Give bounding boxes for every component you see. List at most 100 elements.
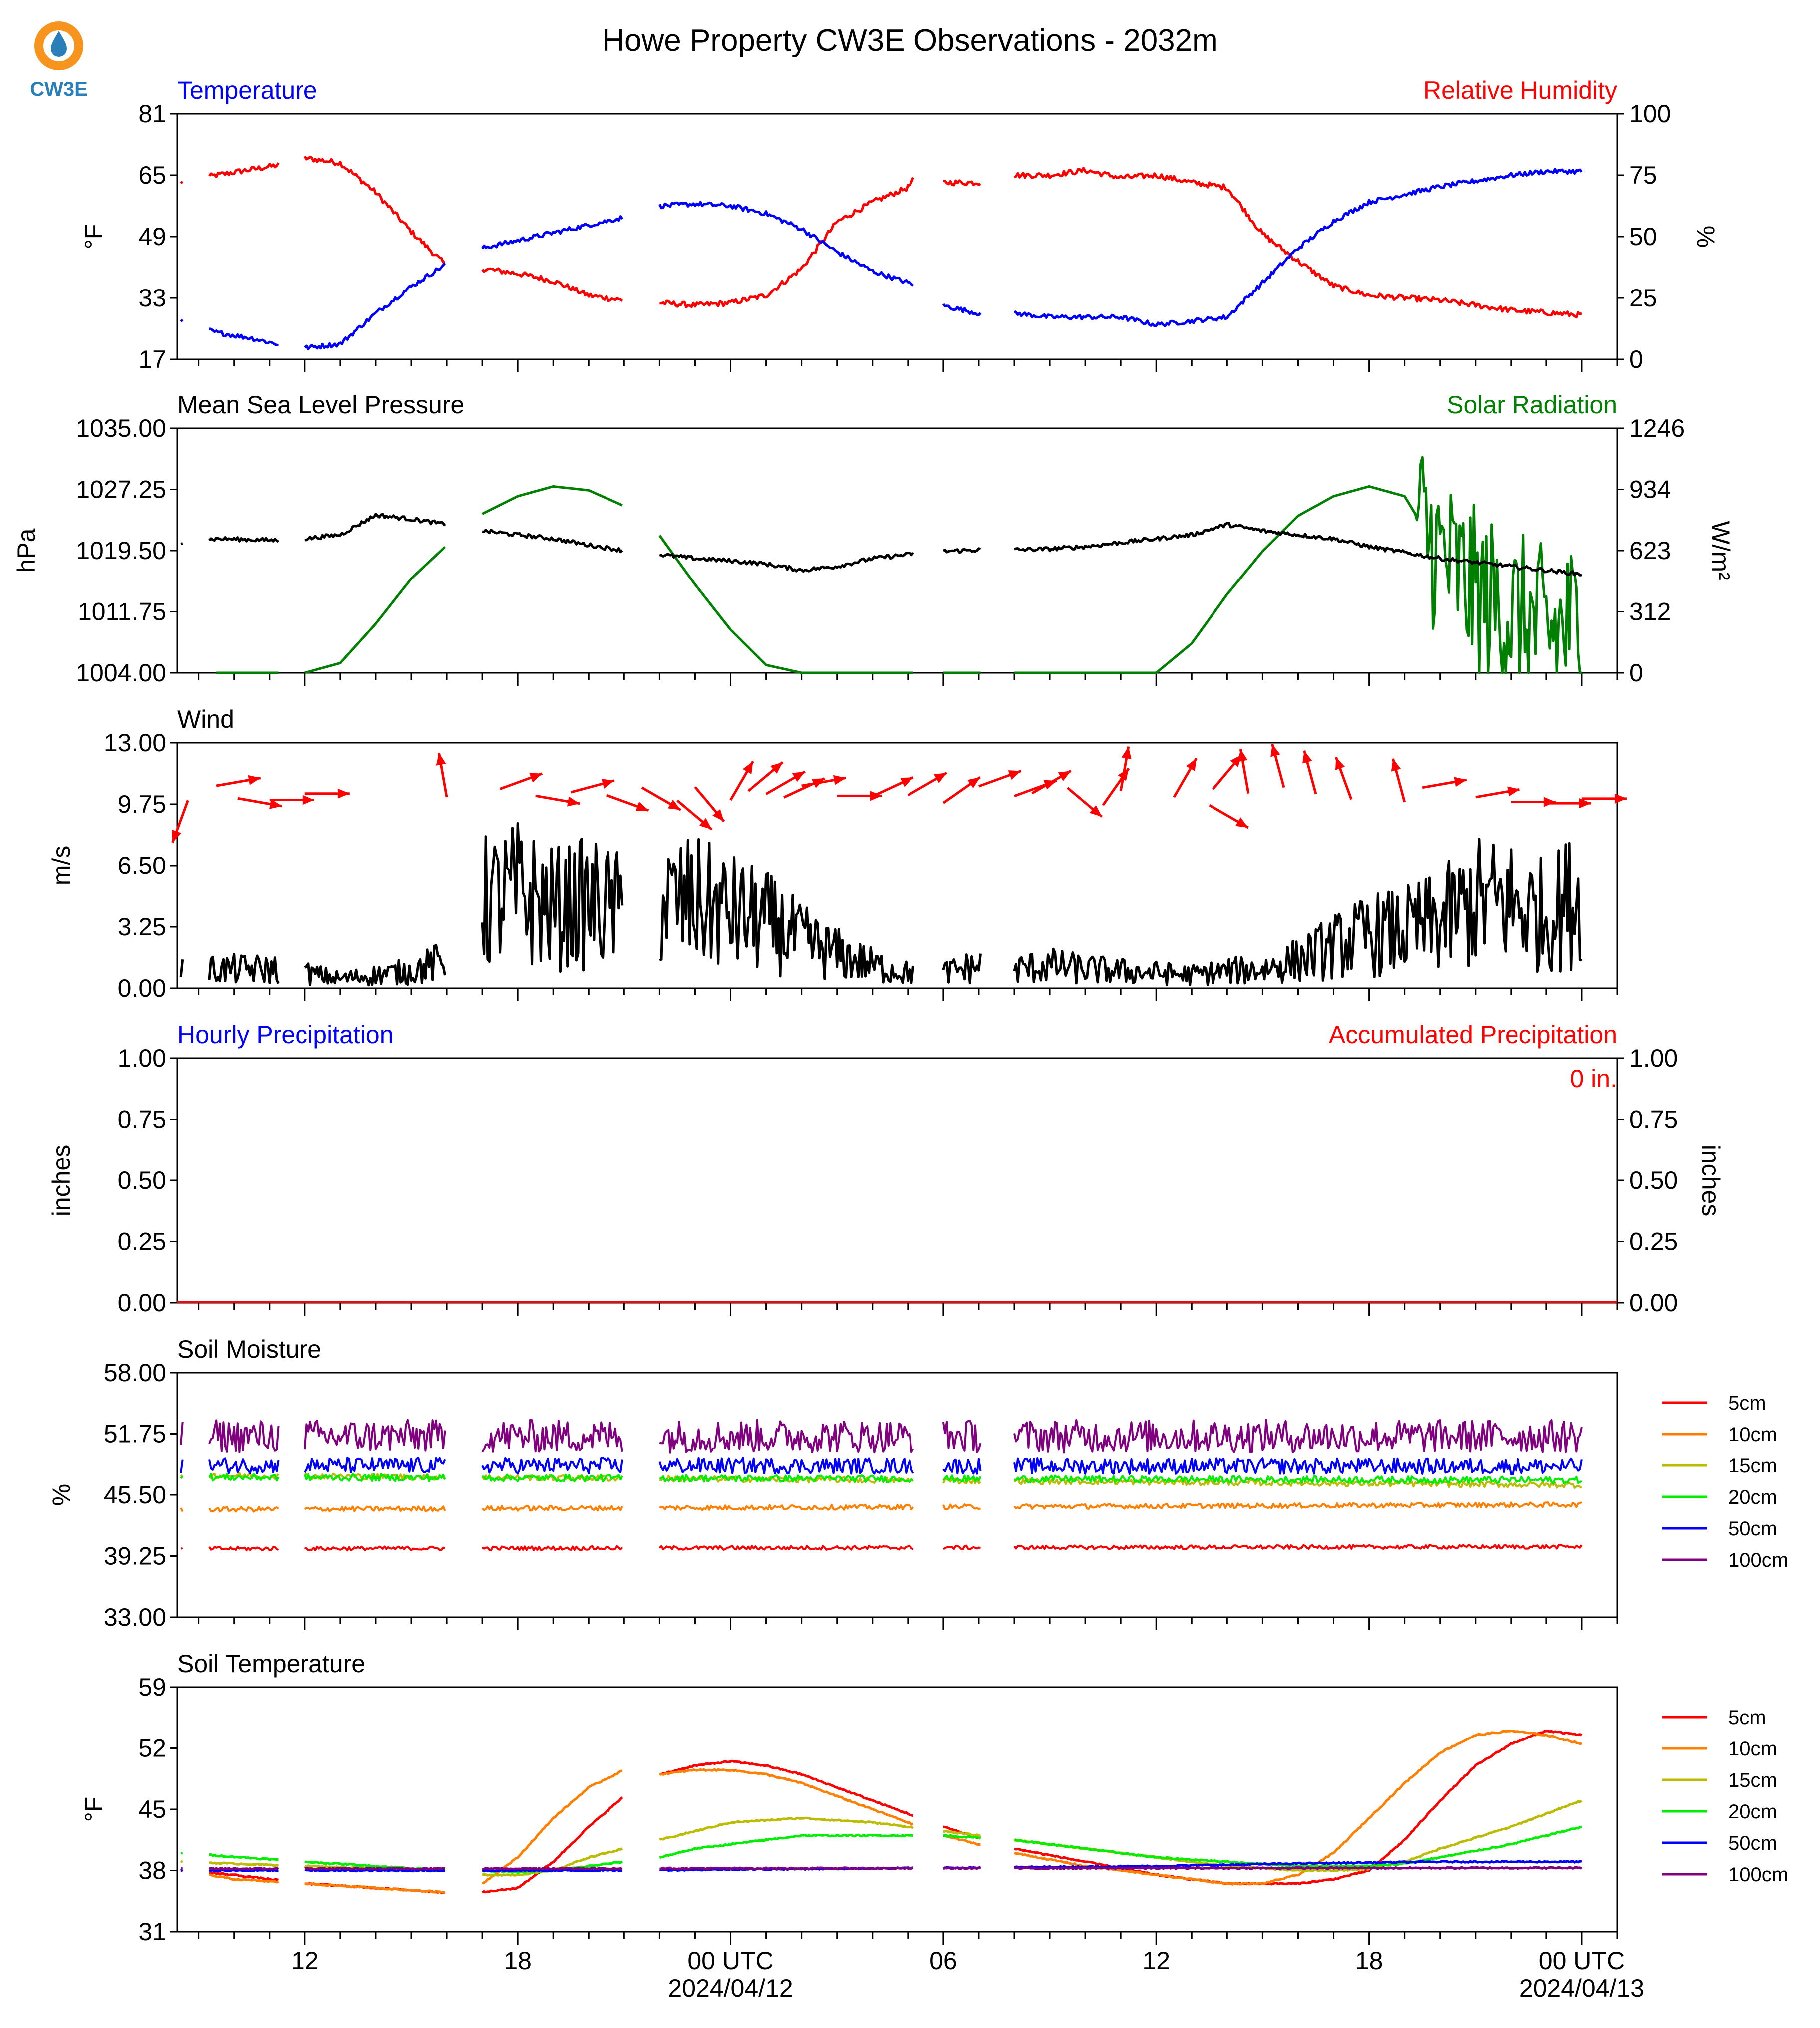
y2-tick-label: 50 xyxy=(1629,223,1657,251)
y-axis-label: inches xyxy=(47,1145,75,1217)
wind-arrow-head xyxy=(1121,746,1132,759)
wind-arrow-head xyxy=(1270,744,1280,757)
y-axis-label: % xyxy=(47,1484,75,1506)
date-label: 2024/04/13 xyxy=(1519,1974,1644,2002)
y2-tick-label: 0.75 xyxy=(1629,1106,1678,1134)
legend-label: 100cm xyxy=(1728,1549,1788,1571)
wind-arrow-head xyxy=(1302,750,1312,764)
plot-frame xyxy=(176,1057,1618,1304)
accumulated-precip-label: 0 in. xyxy=(1570,1065,1617,1093)
y2-tick-label: 0 xyxy=(1629,659,1643,687)
x-tick-label: 06 xyxy=(929,1947,957,1975)
wind-arrow-head xyxy=(337,788,350,799)
x-tick-label: 00 UTC xyxy=(687,1947,773,1975)
wind-arrow-head xyxy=(712,809,724,822)
y2-tick-label: 0.50 xyxy=(1629,1166,1678,1194)
water-drop-icon xyxy=(51,31,67,57)
panel-title-left: Soil Temperature xyxy=(177,1650,365,1678)
y2-tick-label: 100 xyxy=(1629,100,1671,128)
y-axis-label: °F xyxy=(80,1797,108,1822)
panel-soil_temp: 59 52 45 38 31 Soil Temperature °F xyxy=(80,1650,1618,1946)
legend-label: 20cm xyxy=(1728,1486,1777,1508)
y-tick-label: 9.75 xyxy=(118,790,166,818)
legend-label: 5cm xyxy=(1728,1707,1766,1729)
y2-axis-label: inches xyxy=(1697,1145,1725,1217)
wind-arrow-head xyxy=(792,771,805,782)
panel-title-right: Solar Radiation xyxy=(1447,391,1617,419)
wind-arrow-head xyxy=(1615,793,1627,804)
y-axis-label: m/s xyxy=(47,846,75,886)
legend-label: 10cm xyxy=(1728,1424,1777,1446)
y2-tick-label: 312 xyxy=(1629,598,1671,626)
x-tick-label: 18 xyxy=(1355,1947,1383,1975)
y-tick-label: 0.50 xyxy=(118,1166,166,1194)
soil-temp-100cm-line xyxy=(180,1866,1582,1871)
wind-arrow-head xyxy=(529,773,543,783)
y-tick-label: 0.75 xyxy=(118,1106,166,1134)
y-tick-label: 38 xyxy=(138,1857,166,1885)
panel-title-left: Soil Moisture xyxy=(177,1335,321,1363)
y-tick-label: 13.00 xyxy=(104,729,166,757)
y-tick-label: 1035.00 xyxy=(76,414,166,442)
legend-label: 15cm xyxy=(1728,1769,1777,1791)
soil-moisture-50cm-line xyxy=(180,1457,1583,1475)
y-tick-label: 0.00 xyxy=(118,974,166,1002)
y2-tick-label: 623 xyxy=(1629,537,1671,565)
pressure-line xyxy=(180,513,1582,577)
y-tick-label: 45.50 xyxy=(104,1481,166,1509)
y-axis-label: hPa xyxy=(12,528,40,573)
y2-tick-label: 0.00 xyxy=(1629,1289,1678,1317)
wind-arrow-head xyxy=(1507,786,1520,797)
wind-arrow-head xyxy=(1237,749,1248,762)
y2-axis-label: W/m² xyxy=(1707,521,1735,580)
wind-arrow-head xyxy=(1454,777,1467,787)
wind-arrow-head xyxy=(635,801,649,811)
x-tick-label: 18 xyxy=(504,1947,532,1975)
wind-arrow-head xyxy=(900,777,913,787)
y-tick-label: 33.00 xyxy=(104,1603,166,1631)
wind-arrow-head xyxy=(1391,758,1401,772)
y-axis-label: °F xyxy=(80,224,108,250)
panel-title-right: Relative Humidity xyxy=(1423,76,1617,104)
date-label: 2024/04/12 xyxy=(668,1974,793,2002)
panel-wind: 13.00 9.75 6.50 3.25 0.00 Wind m/s xyxy=(47,705,1618,1002)
panel-pressure_solar: 1035.00 1027.25 1019.50 1011.75 1004.00 1246 9… xyxy=(12,391,1735,687)
temperature-line xyxy=(180,168,1583,350)
legend-label: 10cm xyxy=(1728,1738,1777,1760)
y-tick-label: 51.75 xyxy=(104,1420,166,1448)
y-tick-label: 58.00 xyxy=(104,1359,166,1387)
y-tick-label: 45 xyxy=(138,1795,166,1823)
x-tick-label: 12 xyxy=(1142,1947,1170,1975)
wind-arrow-head xyxy=(934,773,947,783)
x-tick-label: 00 UTC xyxy=(1539,1947,1625,1975)
panels: 81 65 49 33 17 100 75 50 25 0 Temperature Relative … xyxy=(12,76,1788,2002)
wind-arrow-head xyxy=(567,796,580,807)
legend-label: 15cm xyxy=(1728,1455,1777,1477)
y2-tick-label: 25 xyxy=(1629,284,1657,312)
panel-soil_moisture: 58.00 51.75 45.50 39.25 33.00 Soil Moisture% xyxy=(47,1335,1618,1631)
figure-title: Howe Property CW3E Observations - 2032m xyxy=(602,23,1218,58)
panel-title-left: Hourly Precipitation xyxy=(177,1021,394,1049)
wind-arrow-head xyxy=(601,779,614,789)
y-tick-label: 1004.00 xyxy=(76,659,166,687)
y-tick-label: 65 xyxy=(138,161,166,189)
y2-tick-label: 1.00 xyxy=(1629,1044,1678,1072)
y-tick-label: 52 xyxy=(138,1735,166,1762)
y-tick-label: 1019.50 xyxy=(76,537,166,565)
legend: 5cm 10cm 15cm 20cm 50cm 100cm xyxy=(1662,1392,1788,1571)
y-tick-label: 1027.25 xyxy=(76,476,166,504)
y-tick-label: 59 xyxy=(138,1673,166,1701)
y2-tick-label: 934 xyxy=(1629,476,1671,504)
y2-axis-label: % xyxy=(1692,226,1720,248)
y-tick-label: 3.25 xyxy=(118,913,166,941)
panel-title-right: Accumulated Precipitation xyxy=(1329,1021,1617,1049)
logo-ring-icon xyxy=(34,21,83,70)
humidity-line xyxy=(180,155,1582,319)
panel-temp_rh: 81 65 49 33 17 100 75 50 25 0 Temperature Relative … xyxy=(80,76,1720,373)
legend-label: 5cm xyxy=(1728,1392,1766,1414)
y2-tick-label: 75 xyxy=(1629,161,1657,189)
y-tick-label: 17 xyxy=(138,345,166,373)
y-tick-label: 0.00 xyxy=(118,1289,166,1317)
